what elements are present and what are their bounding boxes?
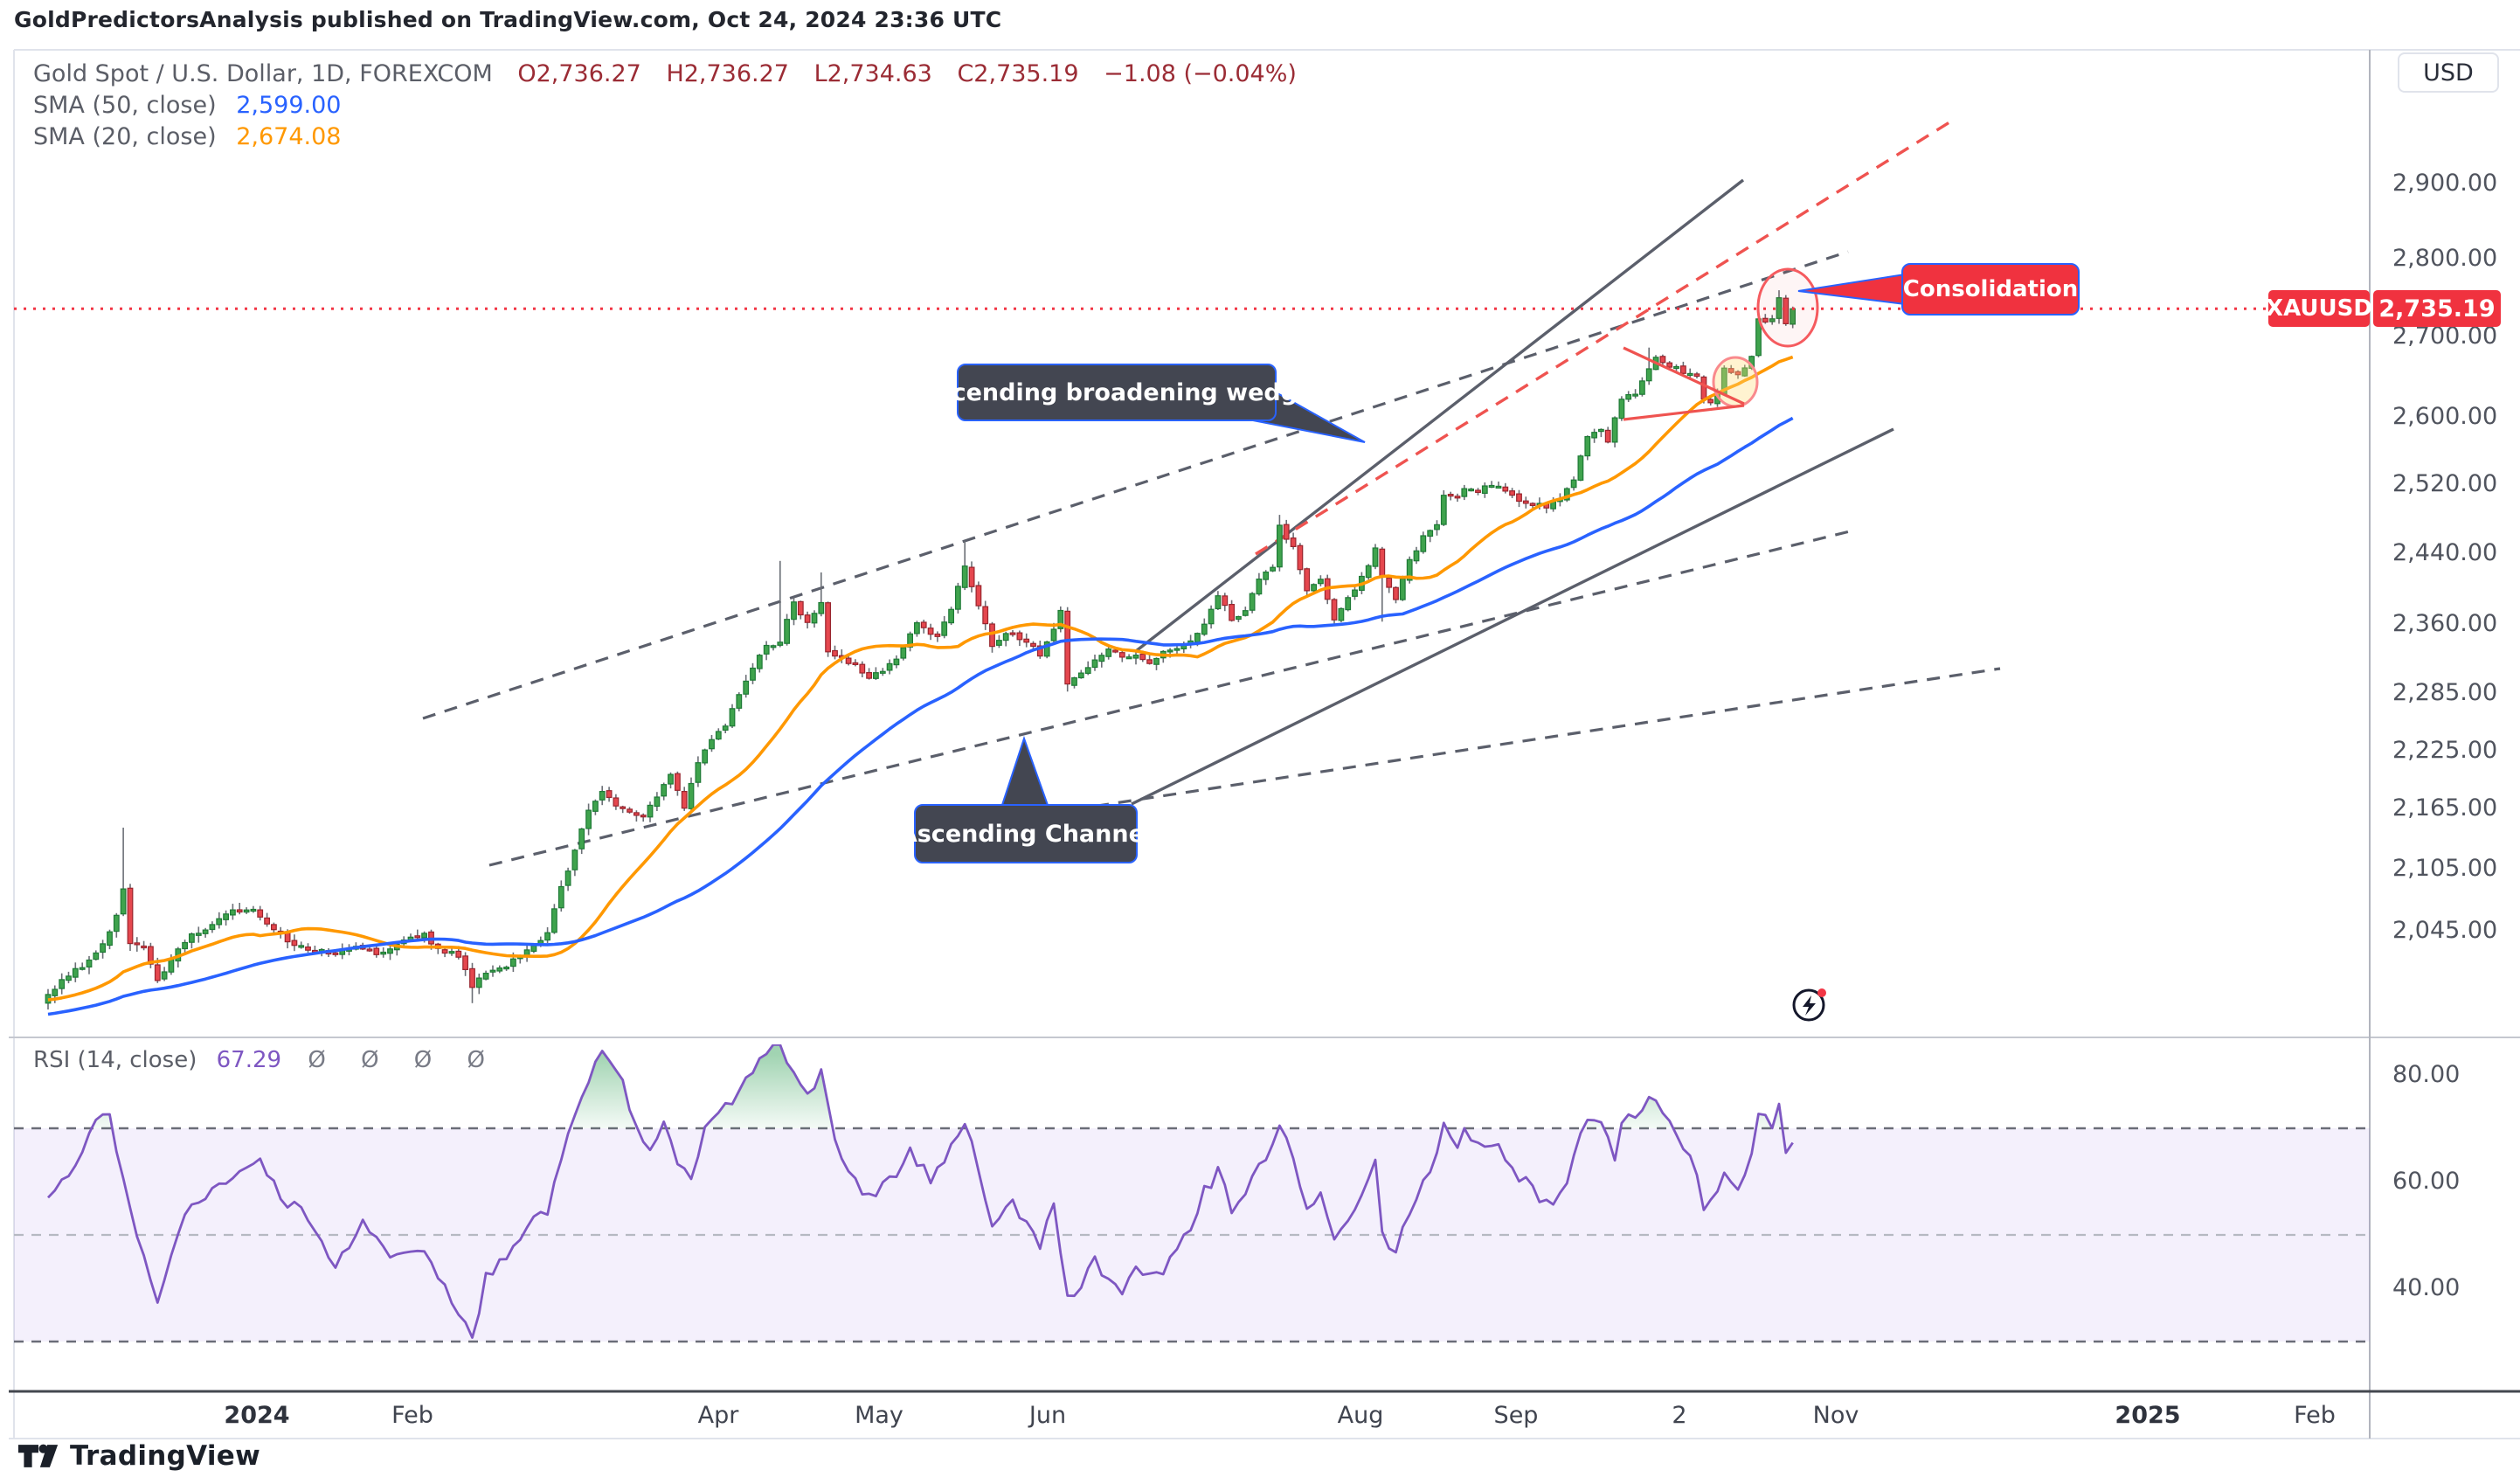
tradingview-logo-icon [17,1444,59,1467]
symbol-title[interactable]: Gold Spot / U.S. Dollar, 1D, FOREXCOM [33,60,493,87]
currency-chip[interactable]: USD [2398,52,2499,93]
price-tick-label: 2,225.00 [2392,736,2498,764]
legend-sma20-row[interactable]: SMA (20, close) 2,674.08 [33,122,1297,154]
time-tick-label: Jun [1028,1402,1067,1429]
annotation-channel-label[interactable]: Ascending Channel [899,804,1153,863]
price-tick-label: 2,360.00 [2392,610,2498,638]
time-tick-label: Sep [1493,1402,1539,1429]
rsi-tick-label: 40.00 [2392,1274,2461,1301]
time-tick-label: 2024 [224,1402,290,1429]
ohlc-change: −1.08 (−0.04%) [1104,60,1297,87]
chart-legend[interactable]: Gold Spot / U.S. Dollar, 1D, FOREXCOM O2… [33,59,1297,154]
price-tick-label: 2,900.00 [2392,170,2498,198]
sma50-label: SMA (50, close) [33,92,217,119]
time-tick-label: Apr [697,1402,739,1429]
price-tag-symbol: XAUUSD [2266,290,2372,328]
ohlc-close: C2,735.19 [957,60,1079,87]
time-tick-label: Nov [1812,1402,1859,1429]
sma20-label: SMA (20, close) [33,123,217,150]
time-tick-label: 2 [1672,1402,1687,1429]
sma20-value: 2,674.08 [236,123,342,150]
rsi-zero-flags: Ø Ø Ø Ø [308,1047,499,1073]
price-tick-label: 2,440.00 [2392,538,2498,566]
ohlc-open: O2,736.27 [517,60,641,87]
price-tick-label: 2,105.00 [2392,855,2498,883]
legend-symbol-row: Gold Spot / U.S. Dollar, 1D, FOREXCOM O2… [33,59,1297,91]
rsi-label: RSI (14, close) [33,1047,197,1073]
time-tick-label: May [855,1402,903,1429]
price-tick-label: 2,165.00 [2392,794,2498,822]
price-tick-label: 2,700.00 [2392,322,2498,350]
price-tick-label: 2,800.00 [2392,244,2498,272]
annotation-wedge-label[interactable]: Ascending broadening wedge [920,364,1313,421]
price-tick-label: 2,045.00 [2392,917,2498,944]
ohlc-low: L2,734.63 [813,60,932,87]
annotation-consolidation-label[interactable]: Consolidation [1901,263,2080,316]
price-tick-label: 2,520.00 [2392,469,2498,497]
rsi-legend[interactable]: RSI (14, close) 67.29 Ø Ø Ø Ø [33,1047,499,1073]
tradingview-watermark-text: TradingView [70,1440,261,1472]
legend-sma50-row[interactable]: SMA (50, close) 2,599.00 [33,91,1297,122]
rsi-tick-label: 60.00 [2392,1168,2461,1195]
publisher-watermark: GoldPredictorsAnalysis published on Trad… [14,7,1002,32]
ohlc-high: H2,736.27 [666,60,789,87]
time-tick-label: Feb [2294,1402,2336,1429]
time-tick-label: Aug [1337,1402,1384,1429]
rsi-tick-label: 80.00 [2392,1061,2461,1088]
rsi-value: 67.29 [216,1047,282,1073]
price-tick-label: 2,600.00 [2392,403,2498,431]
last-price-tag: 2,735.19 [2373,290,2501,328]
price-tick-label: 2,285.00 [2392,679,2498,707]
time-tick-label: Feb [391,1402,433,1429]
tradingview-watermark: TradingView [17,1440,260,1472]
sma50-value: 2,599.00 [236,92,342,119]
lightning-marker[interactable] [1792,988,1826,1022]
time-tick-label: 2025 [2115,1402,2181,1429]
